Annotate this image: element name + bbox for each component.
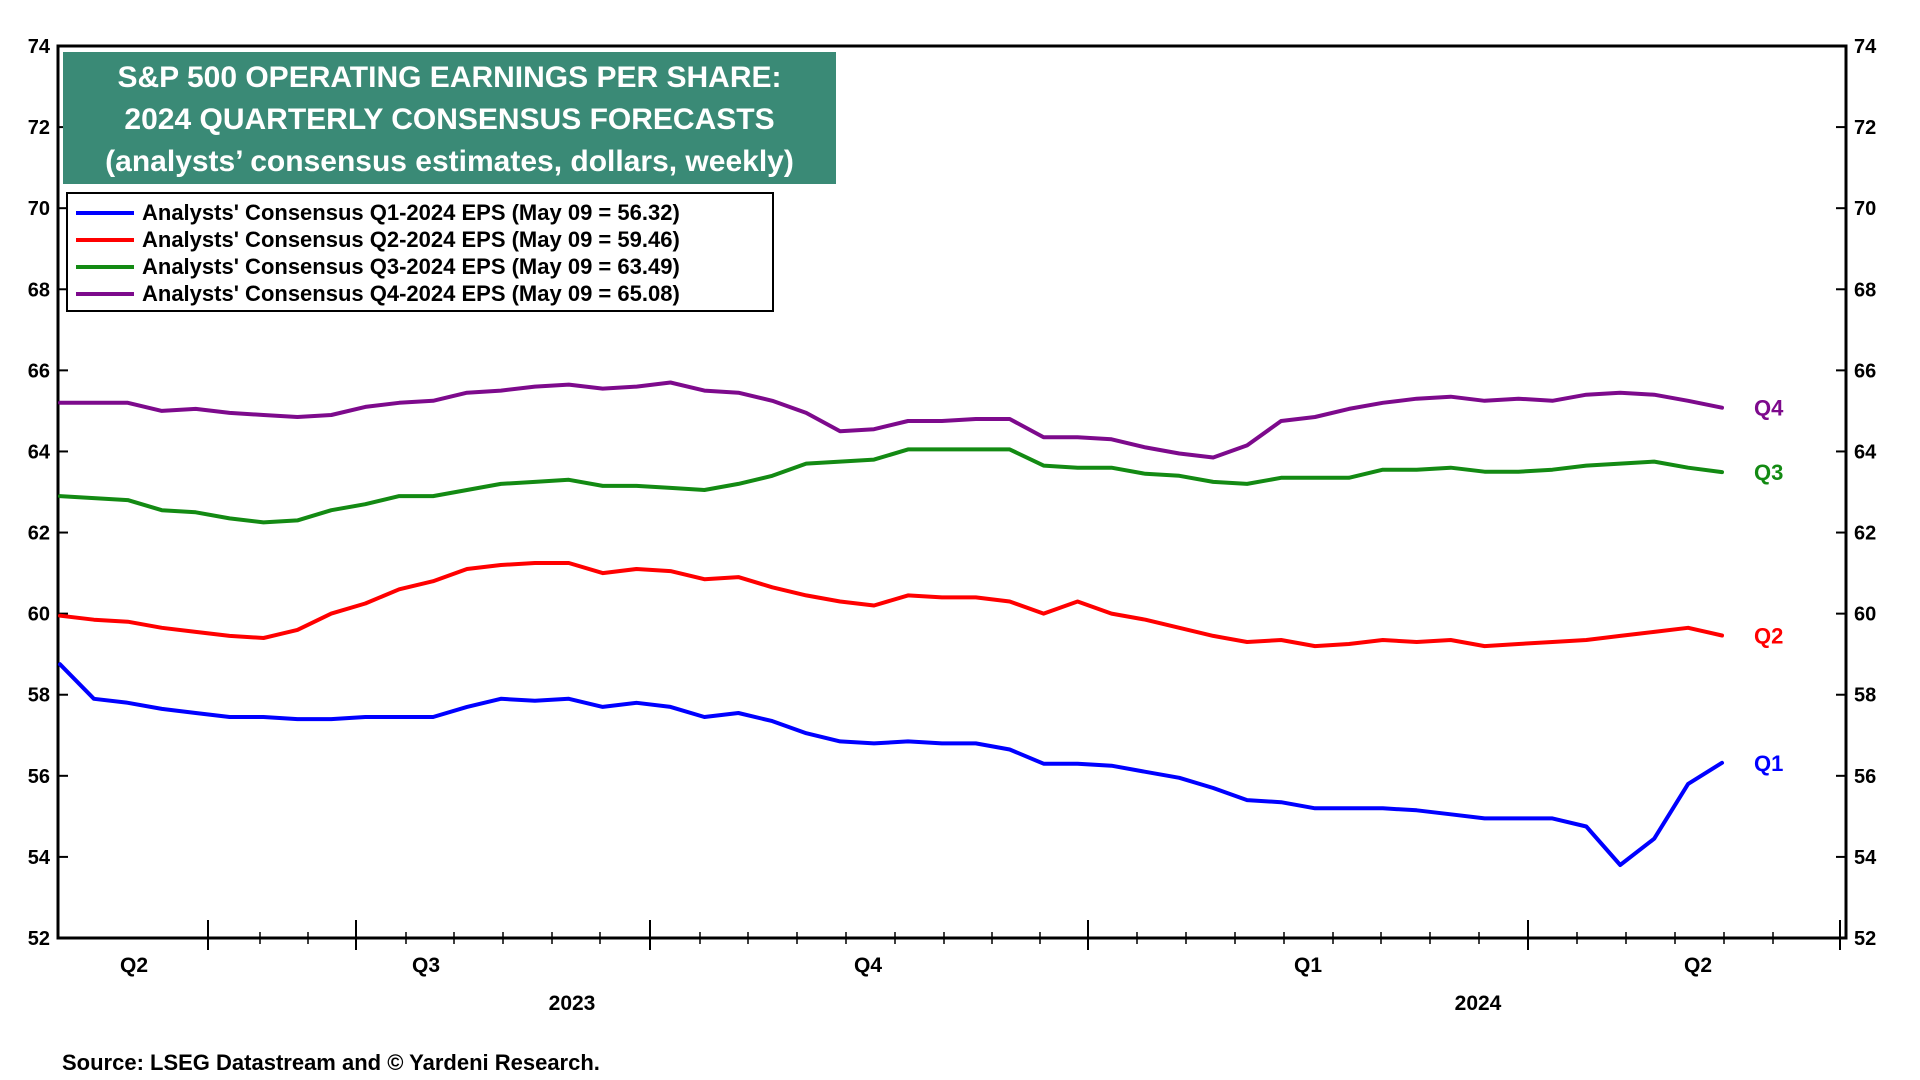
y-tick-label-right: 52	[1854, 928, 1876, 950]
series-line-q3	[58, 447, 1724, 525]
y-tick-label-right: 64	[1854, 441, 1877, 463]
y-tick-label-left: 60	[28, 604, 50, 626]
source-note: Source: LSEG Datastream and © Yardeni Re…	[62, 1050, 600, 1075]
y-tick-label-left: 64	[28, 441, 51, 463]
y-tick-label-left: 58	[28, 685, 50, 707]
y-tick-label-left: 54	[28, 847, 51, 869]
y-tick-label-left: 68	[28, 279, 50, 301]
x-tick-label: Q4	[854, 954, 882, 977]
legend-label-q3: Analysts' Consensus Q3-2024 EPS (May 09 …	[142, 253, 680, 279]
legend-item-q4: Analysts' Consensus Q4-2024 EPS (May 09 …	[76, 280, 772, 307]
legend-swatch-q1	[76, 210, 134, 215]
legend-swatch-q2	[76, 237, 134, 242]
x-tick-label: Q2	[120, 954, 148, 977]
series-end-label-q1: Q1	[1754, 751, 1783, 776]
legend-label-q4: Analysts' Consensus Q4-2024 EPS (May 09 …	[142, 280, 680, 306]
y-tick-label-right: 62	[1854, 523, 1876, 545]
chart-subtitle: (analysts’ consensus estimates, dollars,…	[105, 145, 794, 178]
y-tick-label-right: 58	[1854, 685, 1876, 707]
y-tick-label-right: 66	[1854, 360, 1876, 382]
legend-item-q2: Analysts' Consensus Q2-2024 EPS (May 09 …	[76, 226, 772, 253]
series-line-q4	[58, 380, 1724, 460]
x-axis-labels: Q2 Q3 Q4 Q1 Q2 2023 2024	[120, 954, 1712, 1015]
y-tick-label-right: 54	[1854, 847, 1877, 869]
series-end-label-q3: Q3	[1754, 460, 1783, 485]
y-tick-label-left: 70	[28, 198, 50, 220]
x-year-label: 2023	[549, 992, 596, 1015]
x-tick-label: Q3	[412, 954, 440, 977]
axes: 52 52 54 54 56 56 58 58 60 60 62 62 64 64 66 66 68 68 70 70…	[28, 36, 1877, 950]
y-tick-label-left: 72	[28, 117, 50, 139]
legend: Analysts' Consensus Q1-2024 EPS (May 09 …	[66, 192, 774, 312]
y-tick-label-right: 70	[1854, 198, 1876, 220]
legend-item-q3: Analysts' Consensus Q3-2024 EPS (May 09 …	[76, 253, 772, 280]
legend-swatch-q4	[76, 291, 134, 296]
y-tick-label-right: 72	[1854, 117, 1876, 139]
series-lines	[58, 380, 1724, 867]
legend-swatch-q3	[76, 264, 134, 269]
legend-item-q1: Analysts' Consensus Q1-2024 EPS (May 09 …	[76, 199, 772, 226]
y-tick-label-left: 56	[28, 766, 50, 788]
y-tick-label-right: 56	[1854, 766, 1876, 788]
y-tick-label-left: 62	[28, 523, 50, 545]
chart-title-line2: 2024 QUARTERLY CONSENSUS FORECASTS	[124, 103, 775, 136]
series-end-label-q2: Q2	[1754, 624, 1783, 649]
chart-title-line1: S&P 500 OPERATING EARNINGS PER SHARE:	[117, 61, 782, 94]
chart-title-box: S&P 500 OPERATING EARNINGS PER SHARE: 20…	[63, 52, 836, 184]
y-tick-label-left: 74	[28, 36, 51, 58]
y-tick-label-right: 60	[1854, 604, 1876, 626]
plot-frame	[56, 44, 1848, 940]
x-tick-label: Q2	[1684, 954, 1712, 977]
y-tick-label-right: 68	[1854, 279, 1876, 301]
legend-label-q2: Analysts' Consensus Q2-2024 EPS (May 09 …	[142, 226, 680, 252]
y-tick-label-right: 74	[1854, 36, 1877, 58]
series-end-labels: Q1 Q2 Q3 Q4	[1754, 396, 1784, 776]
series-line-q1	[58, 662, 1724, 867]
x-year-label: 2024	[1455, 992, 1502, 1015]
y-tick-label-left: 52	[28, 928, 50, 950]
series-line-q2	[58, 561, 1724, 649]
series-end-label-q4: Q4	[1754, 396, 1784, 421]
y-tick-label-left: 66	[28, 360, 50, 382]
legend-label-q1: Analysts' Consensus Q1-2024 EPS (May 09 …	[142, 199, 680, 225]
x-tick-label: Q1	[1294, 954, 1322, 977]
